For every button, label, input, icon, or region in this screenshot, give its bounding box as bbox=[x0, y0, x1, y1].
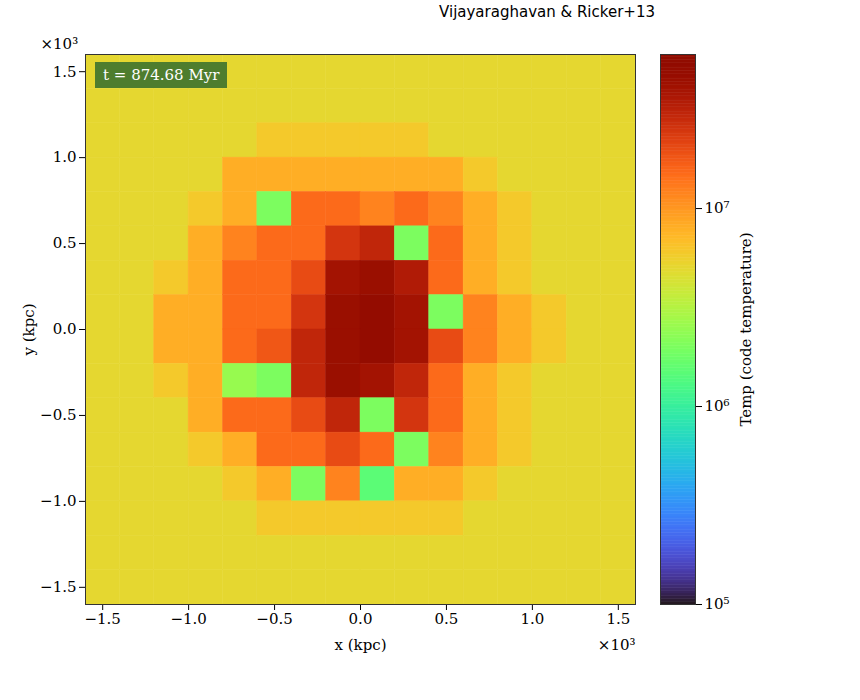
svg-text:1.5: 1.5 bbox=[606, 610, 630, 628]
svg-text:x (kpc): x (kpc) bbox=[334, 636, 386, 654]
svg-text:1.0: 1.0 bbox=[520, 610, 544, 628]
svg-text:10⁵: 10⁵ bbox=[705, 595, 730, 613]
svg-text:10⁷: 10⁷ bbox=[705, 199, 730, 217]
svg-text:0.0: 0.0 bbox=[53, 320, 77, 338]
svg-text:y (kpc): y (kpc) bbox=[20, 303, 38, 356]
svg-text:−0.5: −0.5 bbox=[40, 406, 76, 424]
svg-text:0.0: 0.0 bbox=[349, 610, 373, 628]
svg-text:1.0: 1.0 bbox=[53, 148, 77, 166]
svg-text:0.5: 0.5 bbox=[435, 610, 459, 628]
svg-text:−1.5: −1.5 bbox=[40, 578, 76, 596]
html-text:t = 874.68 Myr: t = 874.68 Myr bbox=[103, 66, 220, 84]
svg-text:−0.5: −0.5 bbox=[256, 610, 292, 628]
svg-text:×10³: ×10³ bbox=[598, 636, 636, 654]
svg-text:×10³: ×10³ bbox=[41, 35, 79, 53]
svg-text:−1.5: −1.5 bbox=[84, 610, 120, 628]
svg-text:−1.0: −1.0 bbox=[170, 610, 206, 628]
svg-text:Temp (code temperature): Temp (code temperature) bbox=[737, 232, 755, 426]
html-text:Vijayaraghavan & Ricker+13: Vijayaraghavan & Ricker+13 bbox=[439, 3, 655, 21]
svg-text:1.5: 1.5 bbox=[53, 62, 77, 80]
svg-text:10⁶: 10⁶ bbox=[705, 397, 730, 415]
svg-text:0.5: 0.5 bbox=[53, 234, 77, 252]
svg-text:−1.0: −1.0 bbox=[40, 492, 76, 510]
